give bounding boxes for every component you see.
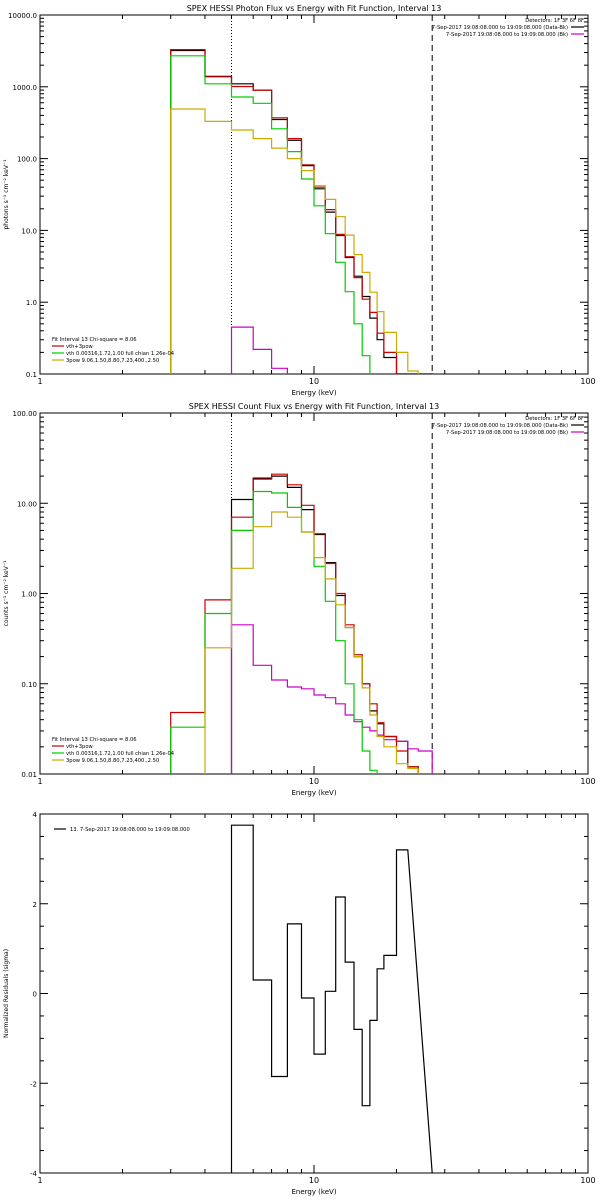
panel-2: 1 10 100 0.01 0.10 1.00 10.00 100.00 Energy (keV… [3,402,596,797]
y-axis-label: counts s⁻¹ cm⁻² keV⁻¹ [3,560,10,626]
series-group [230,824,433,1173]
y-tick-label: 10000.0 [8,12,37,20]
series-data-bk-line [170,49,433,374]
plot-frame [39,813,589,1174]
series-3pow-line [170,108,419,374]
series-group [170,49,433,374]
panel-3: 1 10 100 -4 -2 0 2 4 Energy (keV) Normalized Resi… [3,811,596,1196]
x-tick-label: 10 [309,1176,319,1185]
y-axis-label: Normalized Residuals (sigma) [3,949,10,1038]
chart-title: SPEX HESSI Photon Flux vs Energy with Fi… [187,4,442,13]
y-tick-label: 100.0 [17,156,37,164]
x-tick-label: 10 [309,377,319,386]
header-line: 7-Sep-2017 19:08:08.000 to 19:09:08.000 … [432,423,568,429]
header-line: 7-Sep-2017 19:08:08.000 to 19:09:08.000 … [446,32,568,38]
chart-title: SPEX HESSI Count Flux vs Energy with Fit… [189,402,440,411]
y-tick-label: 0 [33,991,37,999]
legend-line: vth 0.00316,1.72,1.00 full chian 1.26e-0… [66,351,175,357]
y-tick-label: 0.1 [26,371,37,379]
y-tick-label: 10.0 [21,227,37,235]
legend-line: vth+3pow [66,744,94,750]
x-tick-label: 100 [580,1176,595,1185]
series-residuals-line [230,824,433,1173]
legend-line: vth 0.00316,1.72,1.00 full chian 1.26e-0… [66,751,175,757]
y-tick-label: 100.00 [13,410,38,418]
legend-line: 3pow 9.06,1.50,8.80,7.23,400.,2.50 [66,758,159,764]
y-tick-label: 0.01 [21,771,37,779]
x-tick-label: 1 [37,777,42,786]
y-tick-label: 1000.0 [13,84,38,92]
y-tick-label: 4 [33,811,38,819]
y-tick-label: -4 [30,1170,38,1178]
series-3pow-line [204,511,419,774]
y-tick-label: 0.10 [21,681,37,689]
panel-1: 1 10 100 0.1 1.0 10.0 100.0 1000.0 10000.0 Energy… [3,4,596,397]
y-tick-label: -2 [30,1080,37,1088]
x-axis-label: Energy (keV) [291,389,336,397]
y-tick-label: 2 [33,901,37,909]
y-tick-label: 10.00 [17,500,37,508]
x-tick-label: 10 [309,777,319,786]
x-tick-label: 100 [580,777,595,786]
header-line: 7-Sep-2017 19:08:08.000 to 19:09:08.000 … [446,430,568,436]
legend-line: vth+3pow [66,344,94,350]
series-vth+3pow-line [170,49,398,374]
y-tick-label: 1.00 [21,591,37,599]
legend-line: 13. 7-Sep-2017 19:08:08.000 to 19:09:08.… [70,827,190,833]
plot-frame [39,412,589,775]
header-line: Detectors: 1F 3F 6F 8F [525,416,584,422]
legend-line: Fit Interval 13 Chi-square = 8.06 [52,337,137,343]
x-axis-label: Energy (keV) [291,789,336,797]
x-tick-label: 1 [37,1176,42,1185]
series-group [170,473,433,774]
header-line: 7-Sep-2017 19:08:08.000 to 19:09:08.000 … [432,25,568,31]
series-bk-line [230,624,433,774]
x-axis-label: Energy (keV) [291,1188,336,1196]
x-tick-label: 1 [37,377,42,386]
legend-line: Fit Interval 13 Chi-square = 8.06 [52,737,137,743]
y-tick-label: 1.0 [26,299,37,307]
header-line: Detectors: 1F 3F 6F 8F [525,18,584,24]
series-vth-line [170,490,378,774]
legend-line: 3pow 9.06,1.50,8.80,7.23,400.,2.50 [66,358,159,364]
x-tick-label: 100 [580,377,595,386]
series-vth-line [170,55,371,374]
y-axis-label: photons s⁻¹ cm⁻² keV⁻¹ [3,159,10,230]
series-bk-line [230,326,288,374]
